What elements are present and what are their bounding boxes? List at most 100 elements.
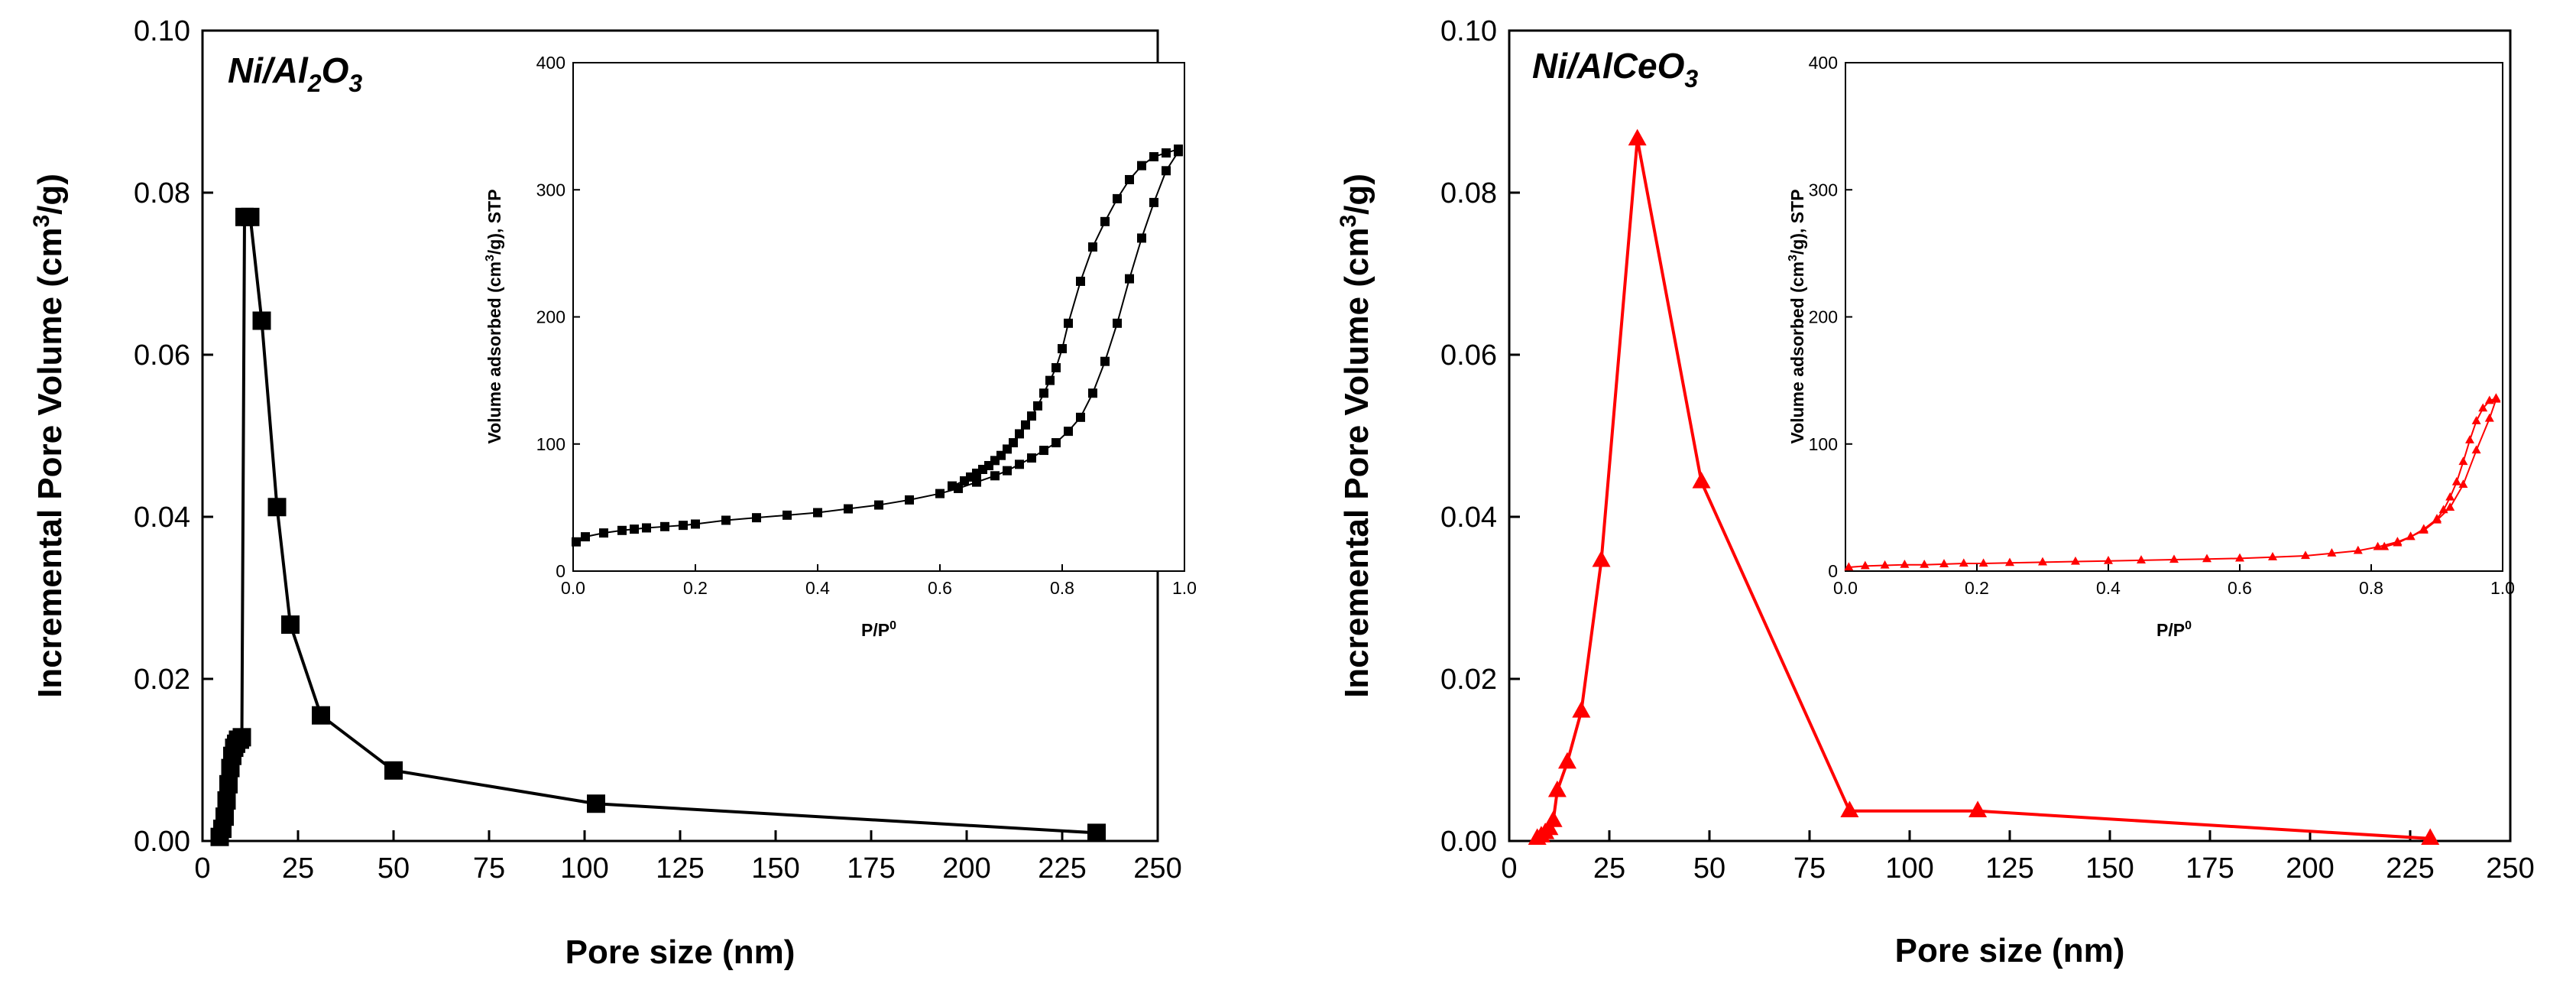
left-inset-adsorption-point (905, 495, 914, 505)
right-x-tick-label: 75 (1793, 852, 1826, 885)
right-data-point (1572, 701, 1591, 718)
left-data-point (587, 794, 605, 813)
left-inset-desorption-point (1051, 363, 1061, 372)
left-y-tick-label: 0.06 (134, 339, 190, 372)
left-inset-panel: 0.0 0.2 0.4 0.6 0.8 1.0 0 100 200 300 400 P/P0 Vol… (484, 53, 1197, 640)
left-inset-x-tick-label: 0.6 (928, 578, 952, 598)
left-inset-adsorption-point (1162, 166, 1171, 176)
left-inset-desorption-point (1076, 276, 1085, 286)
left-x-tick-label: 200 (942, 852, 990, 885)
left-inset-adsorption-point (679, 521, 688, 531)
left-inset-desorption-point (1149, 152, 1158, 162)
right-inset-adsorption-point (2169, 554, 2179, 563)
right-x-tick-label: 200 (2286, 852, 2334, 885)
right-inset-x-tick-label: 0.0 (1833, 578, 1858, 598)
right-data-point (1547, 780, 1567, 797)
right-inset-adsorption-point (2301, 550, 2310, 560)
right-inset-y-tick-label: 100 (1809, 434, 1838, 454)
left-x-tick-label: 125 (656, 852, 704, 885)
left-inset-adsorption-point (572, 537, 581, 547)
right-inset-desorption-point (2471, 416, 2481, 424)
left-x-tick-label: 175 (847, 852, 895, 885)
right-inset-panel: 0.0 0.2 0.4 0.6 0.8 1.0 0 100 200 300 400 P/P0 Vol… (1787, 53, 2515, 640)
left-inset-desorption-point (1039, 388, 1048, 398)
right-inset-adsorption-point (2235, 553, 2244, 562)
right-inset-x-tick-label: 1.0 (2490, 578, 2515, 598)
right-inset-y-tick-label: 300 (1809, 180, 1838, 200)
left-inset-x-tick-label: 0.2 (683, 578, 708, 598)
right-inset-adsorption-point (1860, 560, 1870, 570)
left-inset-adsorption-point (1051, 438, 1061, 448)
left-inset-adsorption-point (1137, 233, 1146, 243)
right-inset-desorption-point (2465, 435, 2474, 443)
right-inset-x-tick-label: 0.6 (2228, 578, 2252, 598)
left-inset-adsorption-point (752, 513, 761, 523)
right-inset-adsorption-point (1844, 562, 1854, 571)
right-data-point (1557, 752, 1576, 769)
left-y-tick-label: 0.08 (134, 177, 190, 209)
left-inset-desorption-point (960, 476, 969, 485)
right-inset-frame (1845, 62, 2503, 572)
left-inset-adsorption-point (990, 471, 1000, 481)
left-inset-adsorption-point (691, 519, 700, 529)
left-inset-adsorption-point (581, 532, 590, 542)
right-data-point (1544, 810, 1563, 827)
right-data-point (2421, 828, 2440, 846)
left-inset-x-label: P/P0 (861, 619, 896, 640)
right-x-tick-label: 25 (1593, 852, 1625, 885)
left-inset-y-tick-label: 0 (556, 561, 565, 581)
right-inset-adsorption-point (2373, 541, 2383, 550)
left-inset-adsorption-point (844, 504, 853, 514)
left-y-tick-label: 0.02 (134, 664, 190, 696)
right-chart-panel: 0 25 50 75 100 125 150 175 200 225 2500.000.020.04… (1336, 15, 2535, 969)
left-inset-x-tick-label: 0.4 (805, 578, 830, 598)
right-inset-x-label: P/P0 (2156, 619, 2192, 640)
left-inset-desorption-point (1015, 429, 1024, 439)
right-inset-desorption-point (2406, 531, 2416, 541)
right-inset-adsorption-point (2005, 557, 2014, 567)
right-inset-desorption-point (2451, 476, 2461, 485)
left-inset-desorption-point (1033, 401, 1042, 411)
right-x-tick-label: 100 (1885, 852, 1933, 885)
left-inset-y-tick-label: 100 (536, 434, 565, 454)
right-y-axis-label: Incremental Pore Volume (cm3/g) (1336, 174, 1375, 698)
left-data-point (281, 615, 300, 634)
right-x-axis-label: Pore size (nm) (1895, 932, 2125, 969)
right-x-tick-label: 175 (2186, 852, 2234, 885)
right-inset-adsorption-point (1920, 559, 1930, 568)
right-inset-adsorption-point (2268, 552, 2277, 560)
right-x-tick-label: 250 (2486, 852, 2534, 885)
left-inset-adsorption-point (660, 521, 669, 531)
left-data-point (252, 311, 271, 330)
left-inset-y-tick-label: 400 (536, 53, 565, 73)
right-inset-adsorption-point (2445, 502, 2455, 511)
right-inset-adsorption-point (1959, 558, 1968, 567)
right-inset-desorption-point (2419, 524, 2429, 533)
left-inset-y-tick-label: 200 (536, 307, 565, 327)
right-inset-y-label: Volume adsorbed (cm3/g), STP (1787, 189, 1807, 443)
left-inset-x-tick-label: 0.8 (1050, 578, 1074, 598)
right-sample-label: Ni/AlCeO3 (1532, 46, 1698, 93)
left-inset-adsorption-point (783, 510, 792, 520)
left-inset-desorption-point (948, 481, 957, 491)
right-x-tick-label: 150 (2085, 852, 2134, 885)
right-inset-x-tick-label: 0.2 (1965, 578, 1989, 598)
left-data-point (1087, 823, 1106, 843)
left-data-point (215, 807, 234, 826)
right-inset-adsorption-point (2038, 557, 2047, 566)
left-x-tick-label: 150 (751, 852, 799, 885)
left-inset-adsorption-point (630, 524, 639, 534)
left-inset-adsorption-point (1027, 453, 1036, 463)
right-inset-x-tick-label: 0.4 (2096, 578, 2121, 598)
left-inset-adsorption-point (1149, 197, 1158, 207)
right-inset-desorption-point (2432, 514, 2442, 522)
left-inset-desorption-point (1021, 420, 1030, 430)
left-y-tick-label: 0.04 (134, 502, 190, 534)
left-y-tick-label: 0.10 (134, 15, 190, 47)
left-inset-adsorption-point (1076, 412, 1085, 422)
left-inset-adsorption-point (617, 525, 627, 535)
left-sample-label: Ni/Al2O3 (228, 50, 362, 97)
left-inset-desorption-point (1058, 344, 1067, 354)
left-inset-adsorption-point (1039, 446, 1048, 456)
right-inset-adsorption-point (1939, 559, 1949, 567)
